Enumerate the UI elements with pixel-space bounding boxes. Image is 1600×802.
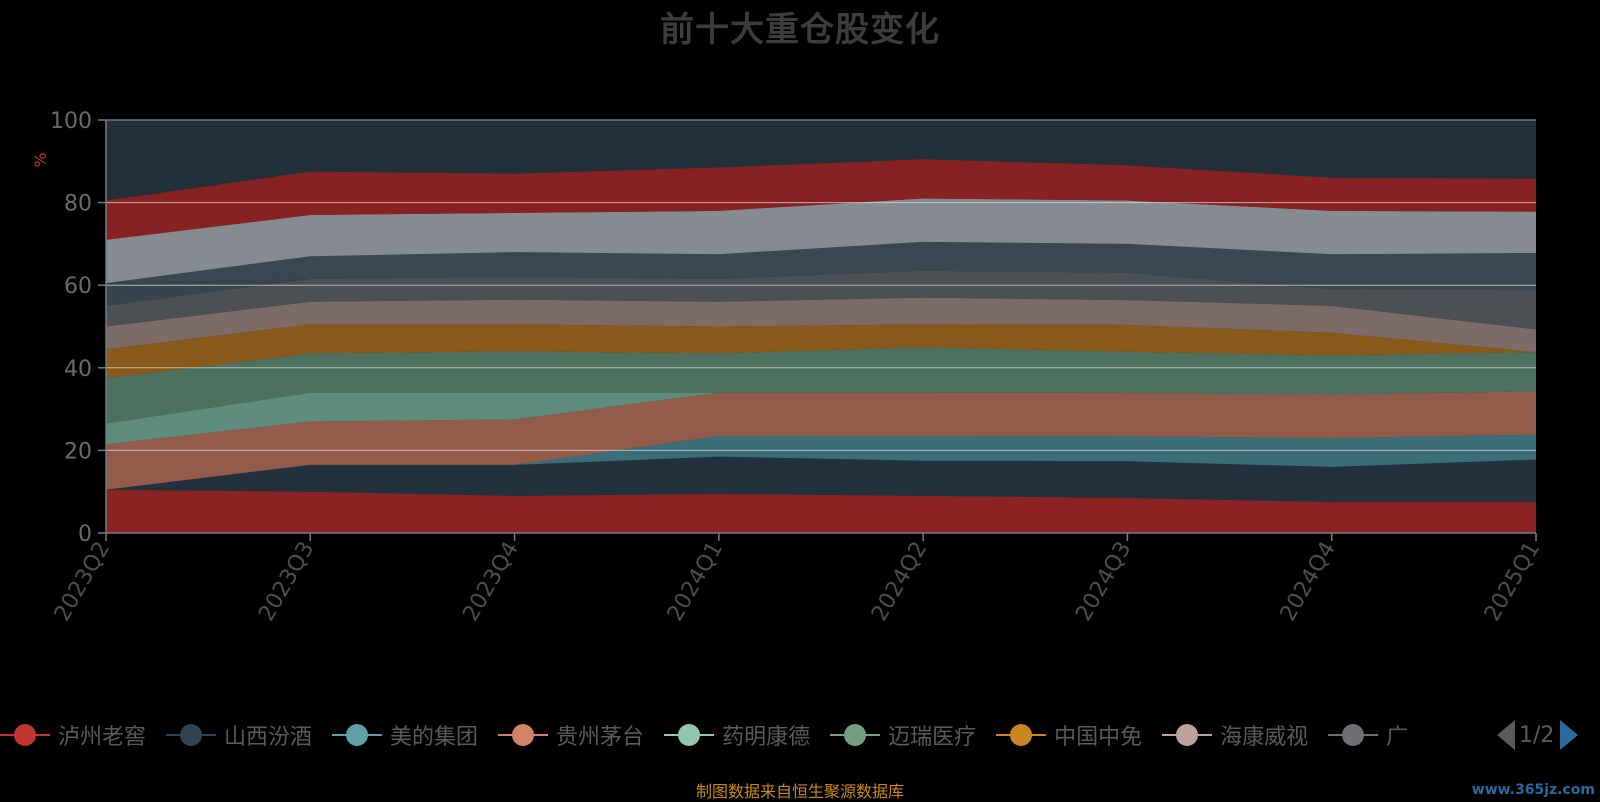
area-series-7 (106, 297, 1536, 353)
legend-marker-icon (1328, 723, 1379, 747)
area-series-12 (106, 198, 1536, 284)
x-tick-label: 2023Q4 (458, 538, 523, 626)
y-tick-label: 80 (64, 192, 92, 217)
legend-next-page-icon[interactable] (1560, 720, 1579, 750)
x-tick-label: 2024Q1 (663, 538, 728, 626)
legend-pager: 1/2 (1497, 715, 1579, 755)
area-series-3 (106, 391, 1536, 490)
area-series-1 (106, 456, 1536, 503)
y-tick-label: 100 (50, 109, 92, 134)
legend-label: 贵州茅台 (556, 725, 645, 750)
legend-label: 药明康德 (722, 725, 811, 750)
legend: 泸州老窖 山西汾酒 美的集团 贵州茅台 药明康德 迈瑞医疗 中国中免 海康威视 广 (0, 715, 1480, 755)
y-tick-label: 60 (64, 274, 92, 299)
x-tick-label: 2024Q2 (867, 538, 932, 626)
legend-marker-icon (332, 723, 383, 747)
legend-marker-icon (996, 723, 1047, 747)
y-tick-label: 20 (64, 439, 92, 464)
legend-label: 迈瑞医疗 (888, 725, 977, 750)
legend-label: 山西汾酒 (224, 725, 313, 750)
area-series-0 (106, 489, 1536, 533)
x-tick-label: 2024Q3 (1071, 538, 1136, 626)
legend-label: 中国中免 (1054, 725, 1143, 750)
area-series-2 (106, 434, 1536, 490)
x-tick-label: 2023Q2 (50, 538, 115, 626)
legend-label: 美的集团 (390, 725, 479, 750)
legend-item[interactable]: 贵州茅台 (498, 715, 644, 755)
legend-marker-icon (830, 723, 881, 747)
legend-marker-icon (498, 723, 549, 747)
source-note: 制图数据来自恒生聚源数据库 (695, 782, 904, 801)
watermark: www.365jz.com (1471, 782, 1595, 798)
chart-title: 前十大重仓股变化 (660, 10, 940, 50)
legend-item[interactable]: 广 (1328, 715, 1408, 755)
legend-item[interactable]: 药明康德 (664, 715, 810, 755)
y-axis-label: % (31, 152, 50, 167)
x-tick-label: 2025Q1 (1480, 538, 1545, 626)
area-layer (106, 120, 1536, 533)
area-series-13 (106, 159, 1536, 240)
area-series-11 (106, 241, 1536, 291)
x-tick-label: 2024Q4 (1276, 538, 1341, 626)
legend-item[interactable]: 迈瑞医疗 (830, 715, 976, 755)
legend-marker-icon (664, 723, 715, 747)
legend-item[interactable]: 海康威视 (1162, 715, 1308, 755)
legend-item[interactable]: 山西汾酒 (166, 715, 312, 755)
legend-label: 海康威视 (1220, 725, 1309, 750)
legend-item[interactable]: 中国中免 (996, 715, 1142, 755)
legend-marker-icon (0, 723, 50, 747)
legend-item[interactable]: 泸州老窖 (0, 715, 146, 755)
area-series-4 (106, 391, 1536, 445)
legend-marker-icon (166, 723, 217, 747)
legend-marker-icon (1162, 723, 1213, 747)
y-tick-label: 40 (64, 357, 92, 382)
y-tick-label: 0 (78, 522, 92, 547)
legend-item[interactable]: 美的集团 (332, 715, 478, 755)
stacked-area-chart: 0 20 40 60 80 100 2023Q2 2023Q3 2023Q4 2024Q1 2024… (31, 109, 1545, 626)
legend-label: 广 (1386, 725, 1409, 750)
area-series-5 (106, 347, 1536, 424)
legend-prev-page-icon[interactable] (1497, 720, 1515, 750)
legend-page-indicator: 1/2 (1519, 722, 1555, 748)
area-series-6 (106, 324, 1536, 379)
grid-layer (106, 119, 1536, 451)
x-tick-label: 2023Q3 (254, 538, 319, 626)
legend-label: 泸州老窖 (58, 725, 147, 750)
